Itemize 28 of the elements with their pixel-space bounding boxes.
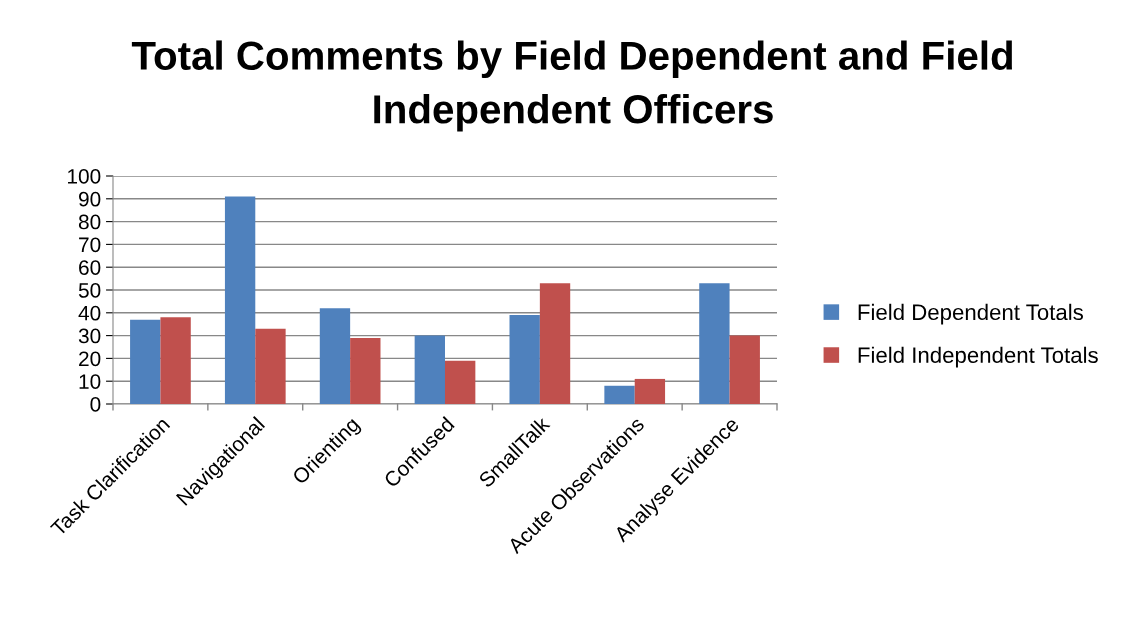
y-tick-label: 80 — [78, 214, 101, 230]
bar — [445, 360, 476, 404]
bar — [414, 335, 445, 404]
y-tick-label: 40 — [78, 305, 101, 321]
bar — [224, 196, 256, 404]
bar — [539, 283, 571, 404]
chart-title: Total Comments by Field Dependent and Field Independent Officers — [131, 40, 1012, 132]
y-tick-label: 20 — [79, 351, 101, 367]
bar — [160, 317, 191, 404]
bar — [319, 308, 351, 404]
bar — [699, 283, 730, 404]
y-tick-label: 10 — [79, 374, 101, 389]
legend-label: Field Independent Totals — [858, 346, 1098, 368]
y-tick-label: 30 — [78, 328, 101, 344]
legend-label: Field Dependent Totals — [858, 303, 1083, 325]
bar — [509, 315, 540, 404]
bar — [255, 328, 286, 404]
bar — [729, 335, 760, 404]
bar — [634, 378, 666, 404]
y-tick-label: 100 — [68, 169, 101, 184]
y-tick-label: 90 — [79, 191, 101, 207]
y-tick-label: 60 — [79, 260, 101, 275]
bar — [350, 337, 381, 404]
y-tick-label: 50 — [78, 283, 101, 298]
y-tick-label: 0 — [90, 397, 101, 412]
bar — [604, 385, 635, 404]
bar — [130, 319, 161, 404]
y-tick-label: 70 — [79, 237, 101, 253]
